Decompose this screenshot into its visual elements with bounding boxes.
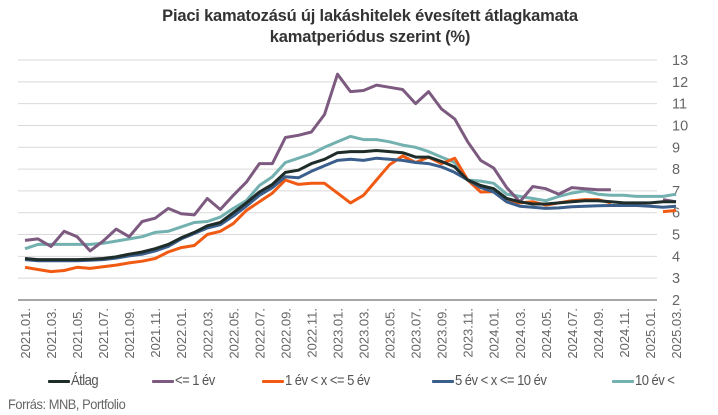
x-tick-label: 2024.11. — [617, 308, 632, 358]
x-tick-label: 2025.03. — [669, 308, 684, 359]
x-tick-label: 2023.09. — [435, 308, 450, 359]
x-tick-label: 2023.01. — [330, 308, 345, 359]
x-tick-label: 2024.07. — [565, 308, 580, 359]
x-tick-label: 2024.03. — [513, 308, 528, 359]
y-tick-label: 13 — [672, 53, 688, 69]
legend-item-1-5-ev[interactable]: 1 év < x <= 5 év — [262, 373, 379, 389]
x-tick-label: 2021.01. — [18, 308, 33, 359]
x-tick-label: 2023.07. — [409, 308, 424, 359]
y-tick-label: 12 — [672, 75, 688, 91]
x-tick-label: 2022.11. — [304, 308, 319, 358]
series-lines — [24, 72, 677, 274]
y-tick-label: 3 — [672, 271, 680, 287]
x-tick-label: 2023.11. — [461, 308, 476, 358]
y-tick-label: 2 — [672, 293, 680, 309]
y-tick-label: 8 — [672, 162, 680, 178]
y-tick-label: 6 — [672, 206, 680, 222]
y-axis-ticks: 13 12 11 10 9 8 7 6 5 4 3 2 — [672, 53, 688, 309]
x-tick-label: 2025.01. — [643, 308, 658, 359]
legend-item-5-10-ev[interactable]: 5 év < x <= 10 év — [432, 373, 556, 389]
x-tick-label: 2021.05. — [70, 308, 85, 359]
legend-item-10-ev-felett[interactable]: 10 év < — [612, 373, 679, 389]
x-tick-label: 2022.05. — [226, 308, 241, 359]
chart-title-line-1: Piaci kamatozású új lakáshitelek évesíte… — [162, 7, 578, 25]
y-tick-label: 11 — [672, 97, 687, 113]
source-note: Forrás: MNB, Portfolio — [8, 396, 126, 412]
legend-swatch-5-10-ev — [432, 379, 454, 383]
x-tick-label: 2022.07. — [252, 308, 267, 359]
legend-swatch-le-1-ev — [152, 379, 174, 383]
x-tick-label: 2023.03. — [357, 308, 372, 359]
legend-label: 1 év < x <= 5 év — [285, 373, 370, 389]
legend-label: <= 1 év — [175, 373, 215, 389]
x-tick-label: 2022.01. — [174, 308, 189, 359]
x-tick-label: 2021.11. — [148, 308, 163, 358]
chart-title-line-2: kamatperiódus szerint (%) — [269, 28, 471, 46]
series-line-2-seg-0 — [24, 154, 612, 274]
chart-title: Piaci kamatozású új lakáshitelek évesíte… — [0, 6, 718, 48]
series-line-4 — [24, 134, 677, 251]
x-tick-label: 2024.09. — [591, 308, 606, 359]
legend-swatch-10-ev-felett — [612, 379, 634, 383]
legend-label: 10 év < — [635, 373, 675, 389]
legend-item-atlag[interactable]: Átlag — [48, 373, 101, 389]
series-line-3 — [24, 156, 677, 263]
y-tick-label: 5 — [672, 228, 680, 244]
x-tick-label: 2024.05. — [539, 308, 554, 359]
y-tick-label: 4 — [672, 249, 680, 265]
series-line-2-seg-1 — [662, 209, 677, 214]
y-tick-label: 9 — [672, 140, 680, 156]
x-tick-label: 2021.03. — [44, 308, 59, 359]
x-axis-ticks: 2021.01. 2021.03. 2021.05. 2021.07. 2021.09.… — [18, 308, 684, 359]
legend-label: 5 év < x <= 10 év — [455, 373, 547, 389]
x-tick-label: 2024.01. — [487, 308, 502, 359]
legend-item-le-1-ev[interactable]: <= 1 év — [152, 373, 219, 389]
y-tick-label: 7 — [672, 184, 680, 200]
legend-swatch-1-5-ev — [262, 379, 284, 383]
x-tick-label: 2022.03. — [200, 308, 215, 359]
x-tick-label: 2023.05. — [383, 308, 398, 359]
legend-swatch-atlag — [48, 379, 70, 383]
series-line-1-seg-0 — [24, 72, 611, 253]
x-tick-label: 2021.09. — [122, 308, 137, 359]
series-line-0 — [24, 149, 676, 262]
x-tick-label: 2022.09. — [278, 308, 293, 359]
legend-label: Átlag — [71, 373, 99, 389]
x-tick-label: 2021.07. — [96, 308, 111, 359]
y-tick-label: 10 — [672, 118, 688, 134]
legend: Átlag <= 1 év 1 év < x <= 5 év 5 év < x … — [0, 373, 718, 391]
